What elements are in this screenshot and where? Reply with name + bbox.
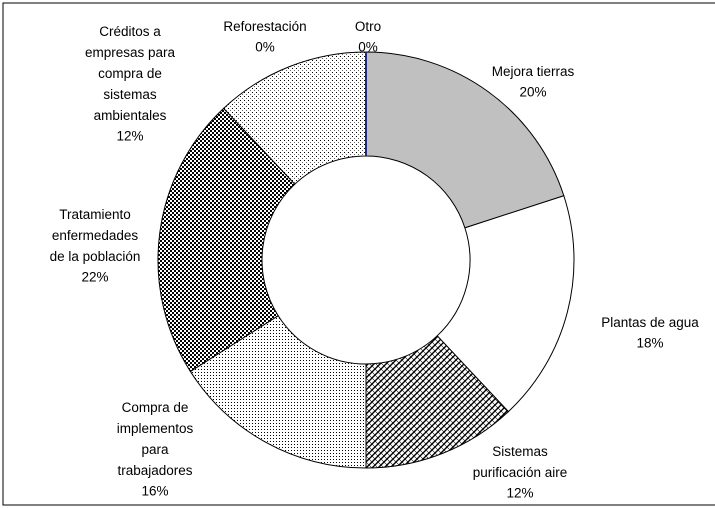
slice-value-label: 12% [116,129,143,144]
slice [189,315,367,469]
slice-label: Sistemas purificación aire [473,444,568,480]
slice [157,107,296,373]
slice-value-label: 18% [636,336,663,351]
slice-value-label: 16% [141,484,168,499]
slice-label: Reforestación [223,19,306,34]
slice-label: Otro [355,19,381,34]
slice-label: Plantas de agua [601,315,699,330]
slice-label: Tratamiento enfermedades de la población [50,207,141,264]
slice [365,51,565,229]
slice-value-label: 20% [519,85,546,100]
slice-value-label: 22% [81,270,108,285]
slice-label: Créditos a empresas para compra de sistemas… [85,24,176,123]
slice-value-label: 12% [506,486,533,501]
slice [436,195,575,413]
slice-label: Mejora tierras [492,64,575,79]
slice-label: Compra de implementos para trabajadores [117,400,194,478]
slice-value-label: 0% [255,40,275,55]
slice-value-label: 0% [358,40,378,55]
